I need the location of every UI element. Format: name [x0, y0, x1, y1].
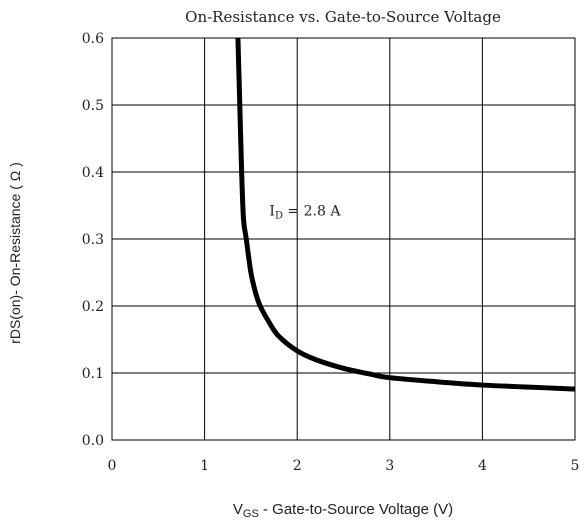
x-tick-label: 1: [200, 458, 209, 474]
y-axis-label: rDS(on)- On-Resistance ( Ω ): [7, 162, 23, 344]
y-tick-labels: 0.0 0.1 0.2 0.3 0.4 0.5 0.6: [82, 31, 104, 449]
y-tick-label: 0.6: [82, 31, 104, 47]
x-axis-label-prefix: V: [233, 501, 243, 518]
annotation-id-label: ID = 2.8 A: [269, 204, 341, 222]
series-line: [235, 37, 576, 392]
x-tick-labels: 0 1 2 3 4 5: [108, 458, 580, 474]
y-tick-label: 0.1: [82, 366, 104, 382]
grid-lines: [112, 38, 575, 440]
x-tick-label: 2: [293, 458, 302, 474]
y-tick-label: 0.3: [82, 232, 104, 248]
annotation-rest: = 2.8 A: [283, 204, 341, 220]
y-tick-label: 0.4: [82, 165, 104, 181]
y-tick-label: 0.5: [82, 98, 104, 114]
x-axis-label-subscript: GS: [243, 508, 259, 520]
x-tick-label: 4: [478, 458, 487, 474]
annotation-subscript: D: [275, 211, 283, 222]
x-axis-label: VGS - Gate-to-Source Voltage (V): [233, 501, 453, 520]
x-tick-label: 0: [108, 458, 117, 474]
annotation-prefix: I: [269, 204, 275, 220]
chart-title: On-Resistance vs. Gate-to-Source Voltage: [185, 8, 501, 26]
y-tick-label: 0.2: [82, 299, 104, 315]
x-tick-label: 3: [385, 458, 394, 474]
plot-area: [111, 37, 576, 441]
x-axis-label-rest: - Gate-to-Source Voltage (V): [259, 501, 453, 518]
x-tick-label: 5: [571, 458, 580, 474]
y-tick-label: 0.0: [82, 433, 104, 449]
